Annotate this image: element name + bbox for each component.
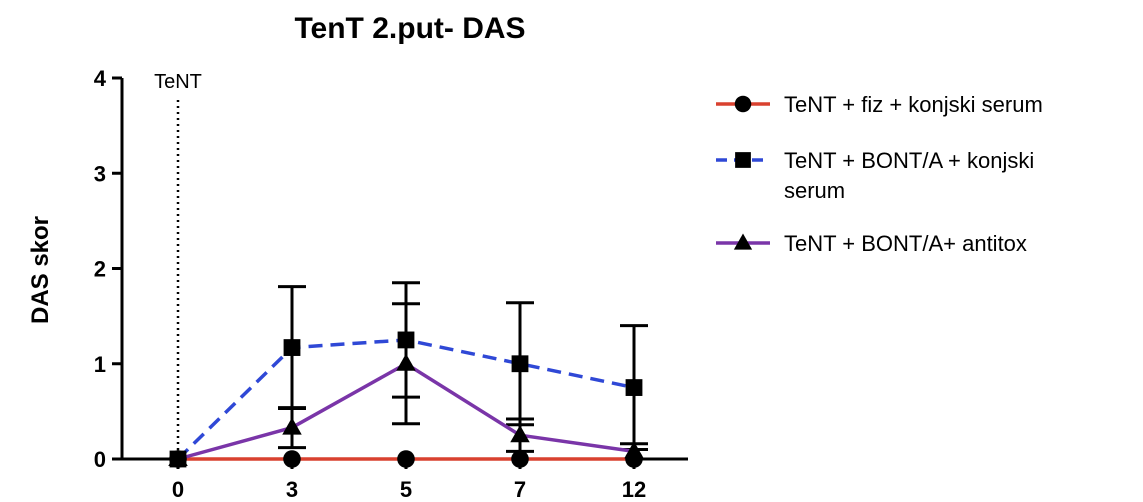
y-tick-label: 1 bbox=[94, 352, 106, 377]
annotation-label: TeNT bbox=[154, 71, 202, 93]
y-tick-label: 3 bbox=[94, 161, 106, 186]
data-point bbox=[511, 450, 529, 468]
x-tick-label: 0 bbox=[172, 477, 184, 502]
data-point bbox=[398, 332, 415, 349]
data-point bbox=[510, 425, 529, 442]
chart-title: TenT 2.put- DAS bbox=[294, 12, 525, 45]
legend-label-line: TeNT + BONT/A + konjski bbox=[784, 148, 1034, 173]
x-tick-label: 7 bbox=[514, 477, 526, 502]
data-point bbox=[396, 354, 415, 371]
x-tick-label: 12 bbox=[622, 477, 646, 502]
legend-label-line: TeNT + fiz + konjski serum bbox=[784, 92, 1043, 117]
legend-label: TeNT + BONT/A+ antitox bbox=[784, 231, 1027, 256]
y-tick-label: 4 bbox=[94, 66, 107, 91]
data-point bbox=[282, 417, 301, 434]
legend-label-line: TeNT + BONT/A+ antitox bbox=[784, 231, 1027, 256]
y-tick-label: 2 bbox=[94, 257, 106, 282]
data-point bbox=[512, 355, 529, 372]
y-axis-label: DAS skor bbox=[27, 216, 54, 324]
legend-label-line: serum bbox=[784, 178, 845, 203]
legend-label: TeNT + BONT/A + konjski serum bbox=[784, 148, 1034, 203]
legend-marker bbox=[735, 96, 752, 113]
data-point bbox=[397, 450, 415, 468]
legend: TeNT + fiz + konjski serum TeNT + BONT/A … bbox=[716, 92, 1043, 256]
legend-label: TeNT + fiz + konjski serum bbox=[784, 92, 1043, 117]
data-point bbox=[283, 450, 301, 468]
x-tick-label: 5 bbox=[400, 477, 412, 502]
legend-marker bbox=[735, 152, 751, 168]
x-tick-label: 3 bbox=[286, 477, 298, 502]
data-point bbox=[626, 379, 643, 396]
y-tick-label: 0 bbox=[94, 447, 106, 472]
data-point bbox=[284, 339, 301, 356]
